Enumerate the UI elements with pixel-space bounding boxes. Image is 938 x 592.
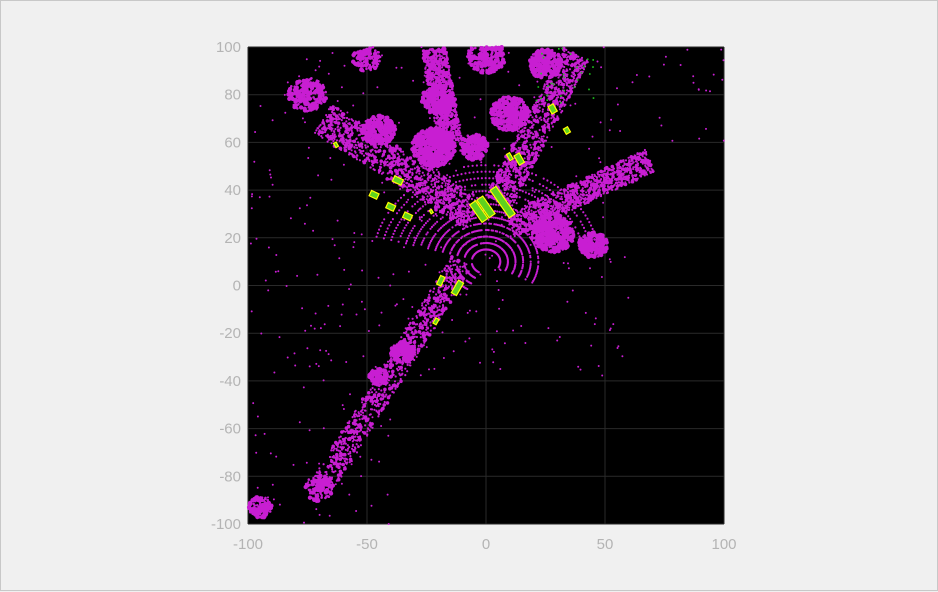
point-cloud-points	[246, 45, 725, 525]
y-tick-label: 40	[224, 182, 241, 199]
y-tick-label: -80	[219, 468, 241, 485]
point-cloud	[246, 45, 725, 525]
detection-box	[513, 152, 526, 167]
x-tick-labels: -100 -50 0 50 100	[233, 536, 737, 553]
x-tick-label: 100	[711, 536, 736, 553]
detection-box	[391, 175, 405, 187]
y-tick-label: 100	[216, 39, 241, 56]
y-tick-label: 0	[233, 278, 241, 295]
y-tick-label: -60	[219, 421, 241, 438]
y-tick-label: -20	[219, 325, 241, 342]
detection-boxes	[332, 103, 572, 326]
detection-box	[489, 185, 516, 219]
x-tick-label: 50	[597, 536, 614, 553]
y-tick-label: 20	[224, 230, 241, 247]
ground-points	[535, 47, 595, 104]
detection-box	[384, 201, 397, 213]
y-tick-label: -100	[211, 516, 241, 533]
x-tick-label: -100	[233, 536, 263, 553]
detection-box	[368, 189, 380, 201]
detection-box	[562, 125, 572, 136]
detection-box	[547, 103, 559, 115]
detection-box	[505, 151, 514, 162]
detection-box	[401, 211, 414, 222]
detection-box	[435, 274, 446, 287]
detection-box	[476, 195, 496, 219]
x-tick-label: 0	[482, 536, 490, 553]
detection-box	[468, 199, 489, 224]
detection-box	[432, 316, 440, 326]
detection-box	[332, 141, 340, 149]
y-tick-label: -40	[219, 373, 241, 390]
y-tick-label: 80	[224, 87, 241, 104]
detection-box	[428, 208, 435, 215]
y-tick-labels: 100 80 60 40 20 0 -20 -40 -60 -80 -100	[211, 39, 241, 533]
y-tick-label: 60	[224, 134, 241, 151]
x-tick-label: -50	[356, 536, 378, 553]
detection-box	[450, 279, 465, 297]
